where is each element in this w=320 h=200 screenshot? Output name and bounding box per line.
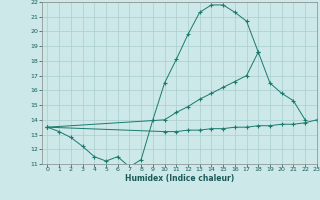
X-axis label: Humidex (Indice chaleur): Humidex (Indice chaleur) <box>124 174 234 183</box>
